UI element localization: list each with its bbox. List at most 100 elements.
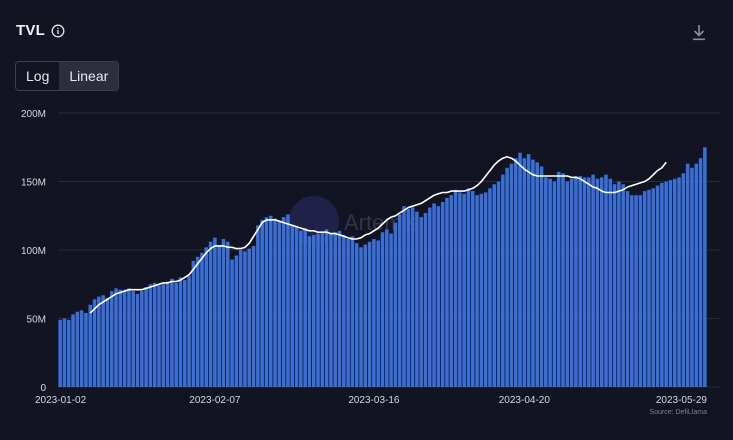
tvl-bar[interactable] xyxy=(483,192,488,387)
tvl-bar[interactable] xyxy=(251,245,256,387)
tvl-bar[interactable] xyxy=(518,152,522,387)
tvl-bar[interactable] xyxy=(470,191,475,387)
tvl-bar[interactable] xyxy=(445,197,449,387)
tvl-bar[interactable] xyxy=(337,230,342,387)
tvl-bar[interactable] xyxy=(135,293,140,387)
tvl-bar[interactable] xyxy=(75,311,80,387)
tvl-bar[interactable] xyxy=(221,239,226,387)
tvl-bar[interactable] xyxy=(101,295,105,387)
tvl-bar[interactable] xyxy=(509,163,514,387)
tvl-bar[interactable] xyxy=(492,184,497,387)
tvl-bar[interactable] xyxy=(170,278,174,387)
tvl-bar[interactable] xyxy=(475,195,479,387)
tvl-bar[interactable] xyxy=(634,195,638,387)
tvl-bar[interactable] xyxy=(539,166,544,387)
tvl-bar[interactable] xyxy=(531,159,535,387)
tvl-bar[interactable] xyxy=(436,206,441,387)
tvl-bar[interactable] xyxy=(342,234,346,387)
tvl-bar[interactable] xyxy=(165,281,170,387)
tvl-bar[interactable] xyxy=(260,219,264,387)
tvl-bar[interactable] xyxy=(385,229,389,387)
tvl-bar[interactable] xyxy=(569,178,574,387)
tvl-bar[interactable] xyxy=(277,221,282,387)
tvl-bar[interactable] xyxy=(449,195,454,387)
tvl-bar[interactable] xyxy=(161,284,166,387)
tvl-bar[interactable] xyxy=(703,147,707,387)
tvl-bar[interactable] xyxy=(458,192,462,387)
download-icon[interactable] xyxy=(691,24,707,42)
tvl-bar[interactable] xyxy=(578,176,582,387)
tvl-bar[interactable] xyxy=(522,158,527,387)
tvl-bar[interactable] xyxy=(58,319,62,387)
tvl-bar[interactable] xyxy=(118,289,123,387)
tvl-bar[interactable] xyxy=(320,232,325,387)
tvl-bar[interactable] xyxy=(453,189,458,387)
tvl-bar[interactable] xyxy=(234,255,239,387)
tvl-bar[interactable] xyxy=(595,178,600,387)
info-icon[interactable] xyxy=(51,24,65,38)
tvl-bar[interactable] xyxy=(226,241,230,387)
tvl-bar[interactable] xyxy=(690,167,694,387)
tvl-bar[interactable] xyxy=(638,195,643,387)
tvl-bar[interactable] xyxy=(587,177,591,387)
tvl-bar[interactable] xyxy=(183,280,187,387)
tvl-bar[interactable] xyxy=(440,202,445,387)
tvl-bar[interactable] xyxy=(591,174,595,387)
tvl-bar[interactable] xyxy=(561,173,565,387)
tvl-bar[interactable] xyxy=(178,277,183,387)
scale-option-linear[interactable]: Linear xyxy=(59,62,119,90)
tvl-bar[interactable] xyxy=(505,167,509,387)
scale-option-log[interactable]: Log xyxy=(26,68,50,84)
tvl-bar[interactable] xyxy=(410,207,415,387)
tvl-bar[interactable] xyxy=(84,313,88,387)
tvl-bar[interactable] xyxy=(114,288,118,387)
tvl-bar[interactable] xyxy=(299,230,303,387)
tvl-bar[interactable] xyxy=(88,304,92,387)
tvl-bar[interactable] xyxy=(612,184,617,387)
tvl-bar[interactable] xyxy=(230,259,234,387)
tvl-bar[interactable] xyxy=(286,214,290,387)
tvl-bar[interactable] xyxy=(238,250,243,387)
tvl-bar[interactable] xyxy=(496,181,501,388)
tvl-bar[interactable] xyxy=(668,180,673,387)
tvl-bar[interactable] xyxy=(488,188,492,387)
tvl-bar[interactable] xyxy=(62,318,67,388)
tvl-bar[interactable] xyxy=(462,193,466,387)
tvl-bar[interactable] xyxy=(316,233,320,387)
tvl-bar[interactable] xyxy=(243,251,247,387)
tvl-bar[interactable] xyxy=(548,178,552,387)
tvl-bar[interactable] xyxy=(256,225,260,387)
tvl-bar[interactable] xyxy=(148,284,153,387)
tvl-bar[interactable] xyxy=(367,241,372,387)
tvl-bar[interactable] xyxy=(376,240,380,387)
tvl-bar[interactable] xyxy=(677,177,681,387)
tvl-bar[interactable] xyxy=(372,239,376,387)
tvl-bar[interactable] xyxy=(651,188,656,387)
tvl-bar[interactable] xyxy=(617,181,621,388)
tvl-bar[interactable] xyxy=(105,297,110,387)
tvl-bar[interactable] xyxy=(642,191,647,387)
tvl-bar[interactable] xyxy=(432,203,436,387)
tvl-bar[interactable] xyxy=(535,162,539,387)
tvl-bar[interactable] xyxy=(191,260,196,387)
tvl-bar[interactable] xyxy=(397,214,402,387)
tvl-bar[interactable] xyxy=(501,174,505,387)
tvl-bar[interactable] xyxy=(354,243,359,387)
tvl-bar[interactable] xyxy=(415,211,419,387)
tvl-bar[interactable] xyxy=(694,163,699,387)
tvl-bar[interactable] xyxy=(681,173,686,387)
tvl-bar[interactable] xyxy=(526,154,531,387)
tvl-bar[interactable] xyxy=(428,207,432,387)
tvl-bar[interactable] xyxy=(599,177,604,387)
tvl-bar[interactable] xyxy=(131,291,135,387)
tvl-bar[interactable] xyxy=(264,217,269,387)
tvl-bar[interactable] xyxy=(402,206,406,387)
tvl-bar[interactable] xyxy=(247,248,252,387)
tvl-bar[interactable] xyxy=(97,296,101,387)
tvl-bar[interactable] xyxy=(195,256,200,387)
tvl-bar[interactable] xyxy=(604,174,608,387)
tvl-bar[interactable] xyxy=(359,247,363,387)
tvl-bar[interactable] xyxy=(630,195,634,387)
tvl-bar[interactable] xyxy=(513,158,518,387)
tvl-bar[interactable] xyxy=(187,276,191,387)
